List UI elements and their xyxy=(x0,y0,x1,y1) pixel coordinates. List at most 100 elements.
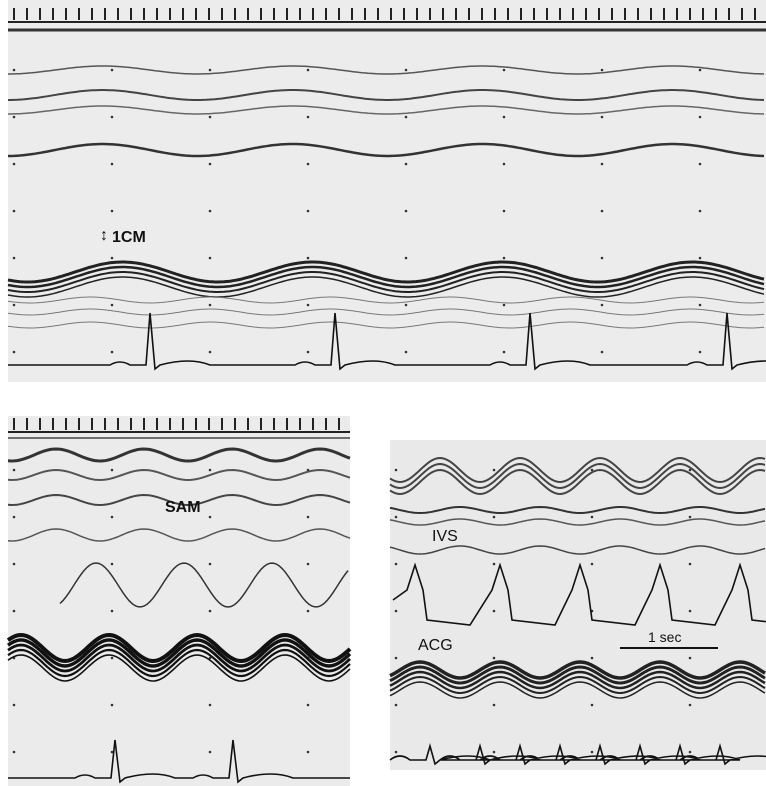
grid-dot xyxy=(13,610,16,613)
grid-dot xyxy=(209,516,212,519)
grid-dot xyxy=(111,257,114,260)
top-panel xyxy=(8,0,766,382)
grid-dot xyxy=(307,516,310,519)
grid-dot xyxy=(601,257,604,260)
grid-dot xyxy=(591,704,594,707)
grid-dot xyxy=(689,563,692,566)
grid-dot xyxy=(601,351,604,354)
grid-dot xyxy=(395,657,398,660)
time-scale-label: 1 sec xyxy=(648,629,681,645)
grid-dot xyxy=(111,704,114,707)
grid-dot xyxy=(209,704,212,707)
grid-dot xyxy=(13,69,16,72)
grid-dot xyxy=(689,657,692,660)
grid-dot xyxy=(111,163,114,166)
grid-dot xyxy=(209,257,212,260)
grid-dot xyxy=(307,610,310,613)
grid-dot xyxy=(591,751,594,754)
grid-dot xyxy=(307,563,310,566)
grid-dot xyxy=(405,116,408,119)
grid-dot xyxy=(209,116,212,119)
grid-dot xyxy=(601,163,604,166)
grid-dot xyxy=(699,210,702,213)
grid-dot xyxy=(111,116,114,119)
grid-dot xyxy=(13,210,16,213)
grid-dot xyxy=(13,116,16,119)
grid-dot xyxy=(209,304,212,307)
page: ↕ 1CM SAM IVS ACG 1 sec (() => { const d… xyxy=(0,0,766,786)
grid-dot xyxy=(493,610,496,613)
grid-dot xyxy=(503,304,506,307)
grid-dot xyxy=(699,304,702,307)
grid-dot xyxy=(689,704,692,707)
grid-dot xyxy=(209,210,212,213)
grid-dot xyxy=(601,69,604,72)
grid-dot xyxy=(307,163,310,166)
grid-dot xyxy=(405,257,408,260)
grid-dot xyxy=(209,163,212,166)
grid-dot xyxy=(13,516,16,519)
scale-label: 1CM xyxy=(112,229,146,246)
bottom-left-panel xyxy=(8,416,350,786)
grid-dot xyxy=(395,563,398,566)
grid-dot xyxy=(307,351,310,354)
grid-dot xyxy=(601,210,604,213)
grid-dot xyxy=(307,704,310,707)
grid-dot xyxy=(307,116,310,119)
grid-dot xyxy=(395,469,398,472)
grid-dot xyxy=(503,116,506,119)
grid-dot xyxy=(209,351,212,354)
grid-dot xyxy=(111,516,114,519)
grid-dot xyxy=(395,751,398,754)
grid-dot xyxy=(493,751,496,754)
grid-dot xyxy=(209,751,212,754)
grid-dot xyxy=(503,257,506,260)
echocardiogram-figure: ↕ 1CM SAM IVS ACG 1 sec xyxy=(0,0,766,786)
grid-dot xyxy=(111,610,114,613)
grid-dot xyxy=(601,116,604,119)
grid-dot xyxy=(13,351,16,354)
grid-dot xyxy=(307,210,310,213)
grid-dot xyxy=(405,351,408,354)
scale-arrow: ↕ xyxy=(100,227,108,244)
grid-dot xyxy=(111,657,114,660)
grid-dot xyxy=(405,304,408,307)
grid-dot xyxy=(591,563,594,566)
grid-dot xyxy=(307,257,310,260)
grid-dot xyxy=(493,516,496,519)
grid-dot xyxy=(503,351,506,354)
sam-label: SAM xyxy=(165,499,201,516)
grid-dot xyxy=(209,610,212,613)
grid-dot xyxy=(111,304,114,307)
grid-dot xyxy=(307,69,310,72)
grid-dot xyxy=(699,257,702,260)
grid-dot xyxy=(13,304,16,307)
grid-dot xyxy=(699,69,702,72)
grid-dot xyxy=(111,351,114,354)
grid-dot xyxy=(689,751,692,754)
grid-dot xyxy=(699,351,702,354)
grid-dot xyxy=(209,469,212,472)
grid-dot xyxy=(503,163,506,166)
grid-dot xyxy=(689,516,692,519)
grid-dot xyxy=(591,657,594,660)
grid-dot xyxy=(395,610,398,613)
grid-dot xyxy=(493,469,496,472)
grid-dot xyxy=(405,69,408,72)
acg-label: ACG xyxy=(418,637,453,654)
grid-dot xyxy=(111,69,114,72)
grid-dot xyxy=(503,210,506,213)
grid-dot xyxy=(307,304,310,307)
grid-dot xyxy=(13,163,16,166)
grid-dot xyxy=(601,304,604,307)
grid-dot xyxy=(209,69,212,72)
grid-dot xyxy=(503,69,506,72)
grid-dot xyxy=(493,657,496,660)
grid-dot xyxy=(111,210,114,213)
grid-dot xyxy=(699,163,702,166)
grid-dot xyxy=(395,516,398,519)
grid-dot xyxy=(405,210,408,213)
grid-dot xyxy=(591,516,594,519)
grid-dot xyxy=(13,257,16,260)
grid-dot xyxy=(111,469,114,472)
